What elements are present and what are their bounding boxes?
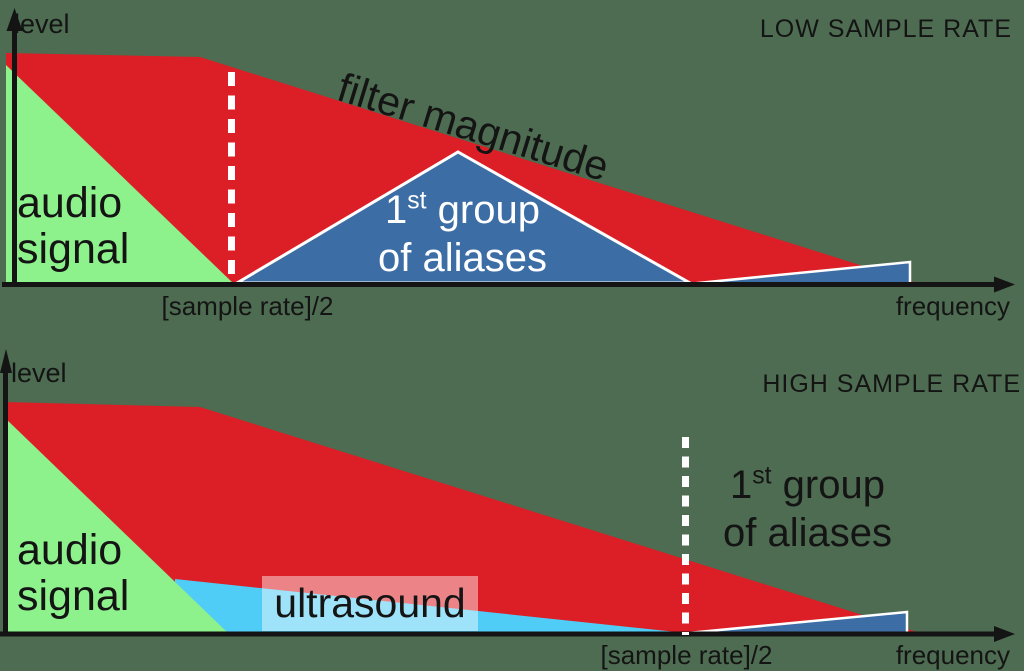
audio-signal-label: audio signal (17, 179, 130, 273)
x-axis-label: frequency (895, 291, 1010, 321)
ultrasound-label: ultrasound (262, 576, 478, 631)
x-axis-arrow-icon (994, 626, 1015, 642)
x-axis-arrow-icon (994, 276, 1015, 293)
ultrasound-region (175, 579, 686, 633)
low-sample-rate-chart (2, 8, 1015, 293)
y-axis-label: level (11, 358, 67, 388)
nyquist-tick-label: [sample rate]/2 (600, 640, 773, 670)
first-alias-group-label: 1st group of aliases (723, 462, 892, 555)
y-axis-label: level (14, 9, 70, 39)
audio-signal-region (4, 417, 228, 633)
y-axis-arrow-icon (6, 8, 23, 31)
y-axis-arrow-icon (0, 349, 12, 373)
high-sample-rate-chart (0, 349, 1015, 642)
x-axis-label: frequency (895, 640, 1010, 670)
first-alias-group-label: 1st group of aliases (378, 187, 547, 280)
chart-title: HIGH SAMPLE RATE (762, 370, 1021, 398)
filter-magnitude-region (4, 402, 920, 633)
nyquist-tick-label: [sample rate]/2 (161, 291, 334, 321)
chart-title: LOW SAMPLE RATE (759, 15, 1012, 43)
audio-signal-label: audio signal (17, 526, 130, 620)
audio-signal-region (6, 65, 234, 284)
